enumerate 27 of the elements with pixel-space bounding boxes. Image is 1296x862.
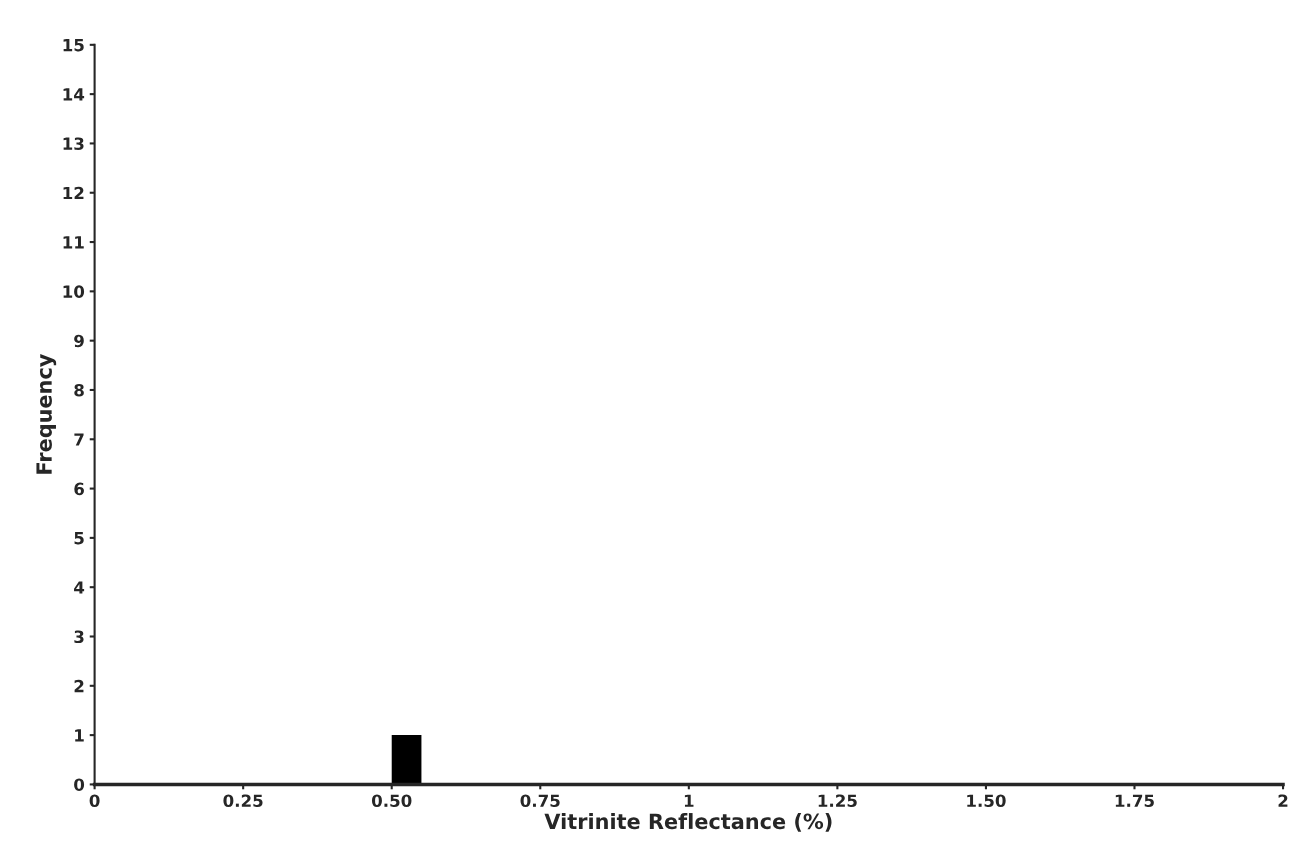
y-axis-title: Frequency — [36, 354, 57, 474]
y-tick-label: 15 — [63, 39, 84, 52]
y-tick-label: 5 — [74, 532, 84, 545]
y-tick-label: 6 — [74, 482, 84, 496]
y-tick-label: 12 — [63, 186, 84, 200]
x-tick-label: 1.25 — [818, 794, 857, 808]
y-tick-label: 8 — [74, 383, 84, 397]
x-tick-label: 0.50 — [371, 794, 412, 808]
y-tick-label: 4 — [74, 581, 85, 594]
y-tick-label: 10 — [63, 285, 85, 298]
y-tick-label: 7 — [74, 433, 84, 446]
x-tick-label: 1.75 — [1115, 794, 1154, 808]
y-tick-label: 9 — [74, 334, 84, 348]
x-tick-label: 2 — [1278, 794, 1288, 807]
x-axis-title: Vitrinite Reflectance (%) — [544, 813, 832, 832]
y-tick-label: 3 — [74, 630, 84, 644]
y-tick-label: 11 — [63, 236, 84, 249]
y-tick-label: 1 — [75, 729, 84, 742]
x-tick-label: 1.50 — [967, 794, 1006, 808]
y-tick-label: 13 — [63, 137, 84, 151]
y-tick-label: 0 — [74, 778, 85, 791]
y-tick-label: 14 — [63, 88, 85, 101]
x-tick-label: 0.25 — [223, 794, 263, 808]
x-tick-label: 0.75 — [520, 794, 560, 808]
y-tick-label: 2 — [74, 679, 84, 693]
x-tick-label: 1 — [684, 794, 694, 807]
x-tick-label: 0 — [89, 794, 100, 808]
